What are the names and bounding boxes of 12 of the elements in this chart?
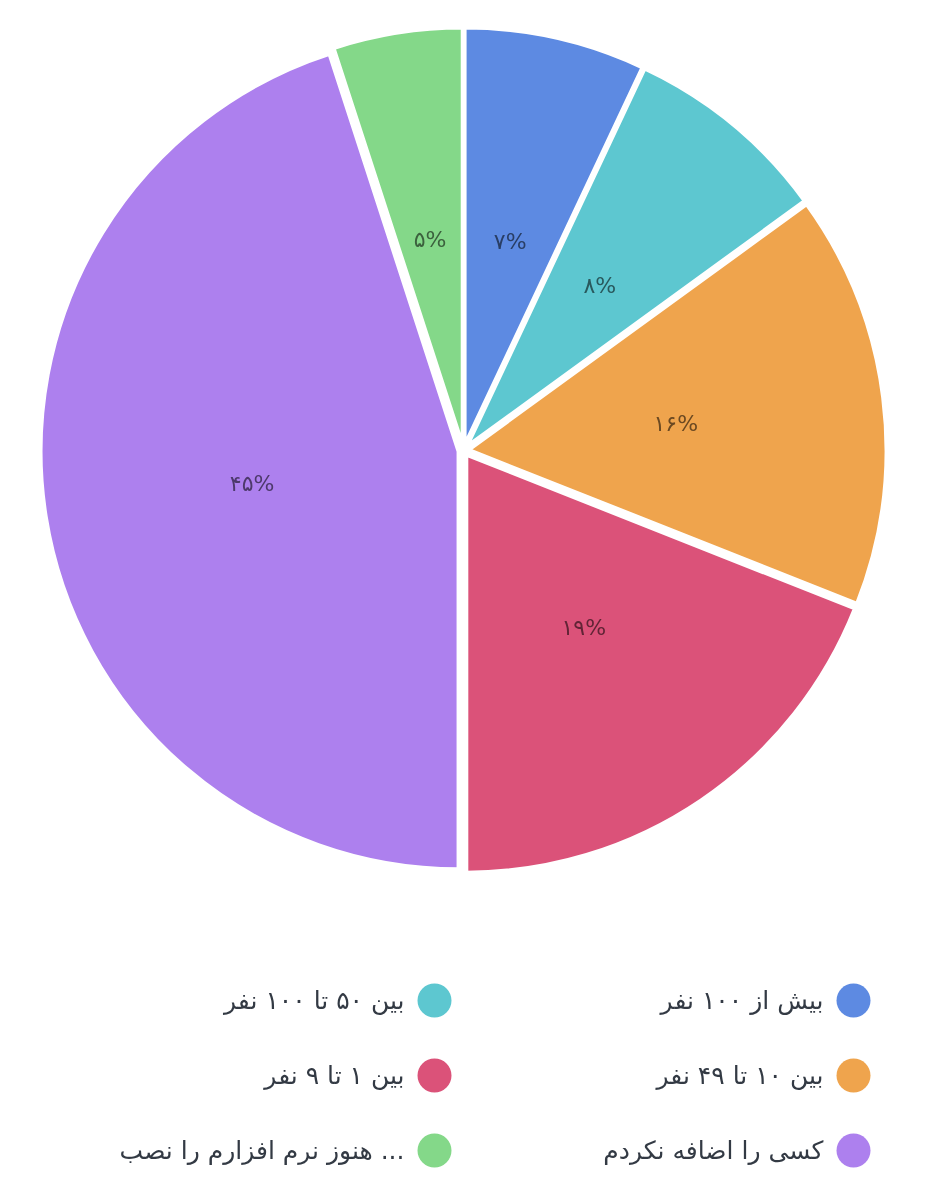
legend-label: بین ۵۰ تا ۱۰۰ نفر xyxy=(222,986,405,1015)
data-label: ۴۵% xyxy=(229,471,275,497)
legend-label: کسی را اضافه نکردم xyxy=(603,1136,824,1165)
data-label: ۷% xyxy=(493,229,527,255)
data-label: ۵% xyxy=(413,226,447,252)
data-label: ۸% xyxy=(583,273,617,299)
data-label: ۱۶% xyxy=(653,411,699,437)
data-label: ۱۹% xyxy=(561,615,607,640)
legend-label: بین ۱۰ تا ۴۹ نفر xyxy=(654,1061,824,1090)
legend-label: هنوز نرم افزارم را نصب ... xyxy=(119,1136,405,1165)
legend-label: بین ۱ تا ۹ نفر xyxy=(262,1061,405,1090)
legend-label: بیش از ۱۰۰ نفر xyxy=(658,986,824,1015)
